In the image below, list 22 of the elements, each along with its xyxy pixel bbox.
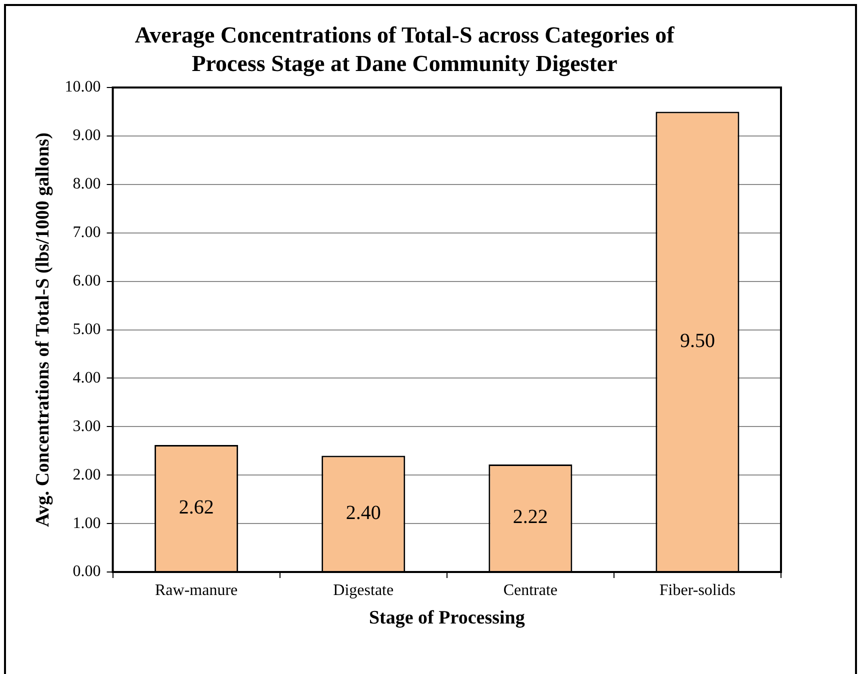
y-tick-label: 9.00	[72, 127, 101, 144]
y-tick-label: 2.00	[72, 466, 101, 484]
x-tick-label: Fiber-solids	[659, 582, 736, 599]
y-tick-label: 0.00	[72, 563, 101, 580]
x-tick-label: Digestate	[333, 582, 394, 599]
data-label: 2.62	[178, 496, 214, 519]
x-tick-label: Raw-manure	[155, 582, 238, 599]
y-tick-label: 7.00	[72, 224, 101, 242]
chart-title: Average Concentrations of Total-S across Categories of Process Stage at Dane Community Digester	[134, 22, 675, 78]
data-label: 2.40	[346, 502, 381, 524]
y-tick-label: 1.00	[72, 514, 101, 532]
y-tick-label: 6.00	[72, 272, 101, 290]
y-tick-label: 8.00	[72, 176, 101, 193]
y-tick-label: 3.00	[72, 418, 101, 435]
y-axis-title: Avg. Concentrations of Total-S (lbs/1000 gallons)	[32, 132, 54, 527]
x-axis-title: Stage of Processing	[368, 608, 526, 629]
data-label: 2.22	[512, 506, 548, 528]
y-tick-label: 10.00	[64, 78, 101, 96]
y-tick-label: 5.00	[72, 320, 101, 338]
data-label: 9.50	[680, 330, 715, 352]
x-tick-label: Centrate	[503, 582, 558, 599]
y-tick-label: 4.00	[72, 369, 101, 386]
